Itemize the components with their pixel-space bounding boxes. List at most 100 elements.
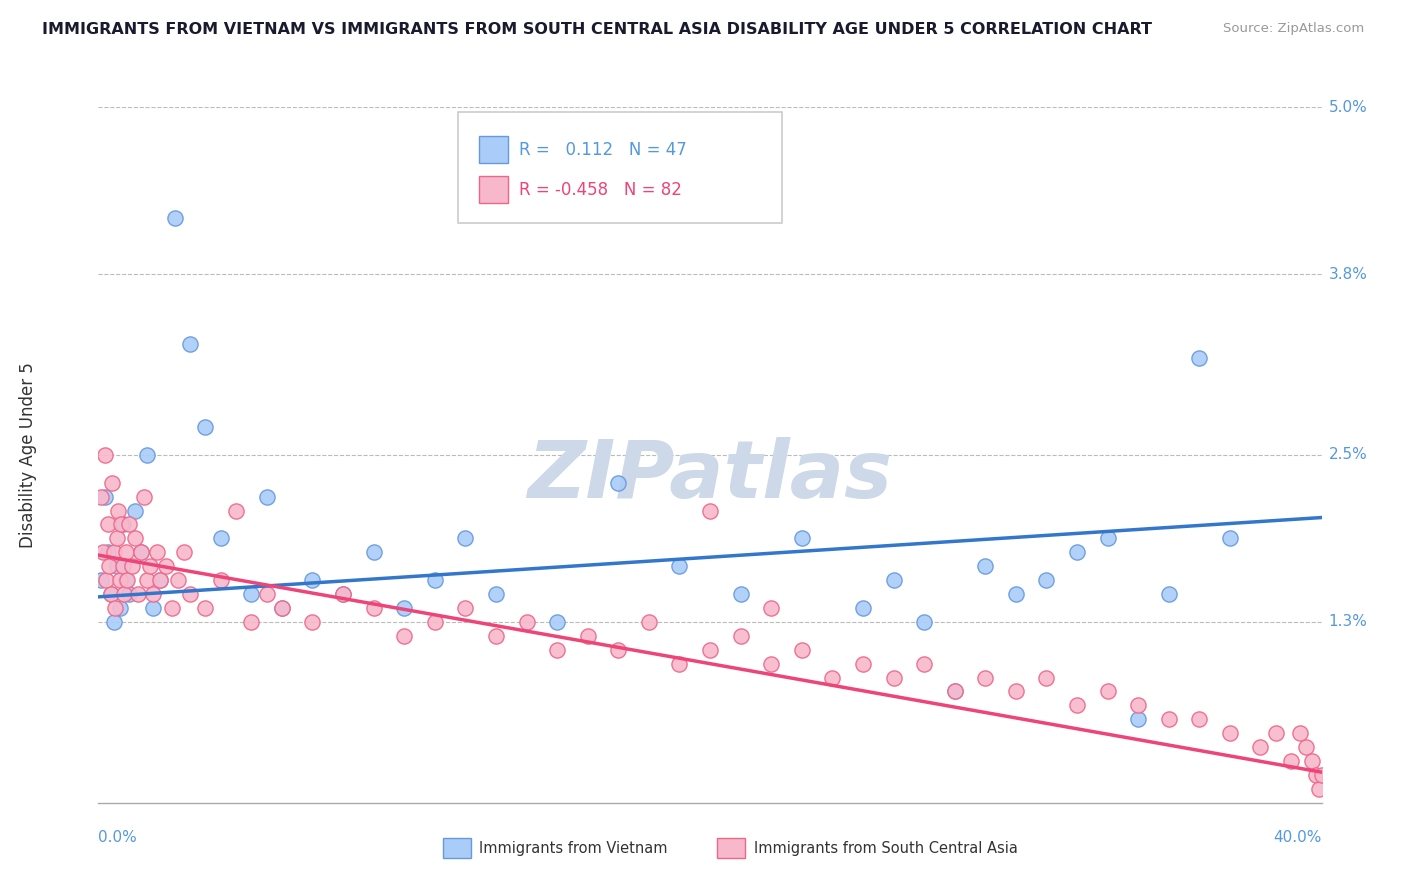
Point [97, 545, 120, 559]
Point [209, 573, 232, 587]
Point [576, 629, 599, 643]
Point [1250, 740, 1272, 755]
Point [136, 448, 159, 462]
Text: Source: ZipAtlas.com: Source: ZipAtlas.com [1223, 22, 1364, 36]
Text: 1.3%: 1.3% [1329, 615, 1368, 630]
Point [607, 475, 630, 490]
Point [423, 615, 446, 629]
Point [1301, 754, 1323, 768]
Text: Immigrants from South Central Asia: Immigrants from South Central Asia [754, 840, 1018, 855]
Point [1219, 726, 1241, 740]
Point [100, 587, 122, 601]
Point [974, 671, 997, 685]
Point [90, 573, 112, 587]
Point [98, 559, 121, 574]
Point [790, 532, 813, 546]
Point [668, 559, 690, 574]
Point [1035, 573, 1057, 587]
Point [1128, 698, 1150, 713]
Point [209, 532, 232, 546]
Text: 2.5%: 2.5% [1329, 448, 1368, 462]
Point [301, 573, 323, 587]
Point [90, 490, 112, 504]
Text: 0.0%: 0.0% [98, 830, 138, 845]
Point [1188, 712, 1211, 726]
Point [1004, 684, 1026, 698]
Point [699, 503, 721, 517]
Point [104, 601, 127, 615]
Point [134, 490, 156, 504]
Point [256, 587, 278, 601]
Point [821, 671, 844, 685]
Point [93, 490, 115, 504]
Point [301, 615, 323, 629]
Point [115, 545, 138, 559]
Point [194, 420, 217, 434]
Point [790, 642, 813, 657]
Text: R =   0.112   N = 47: R = 0.112 N = 47 [519, 141, 686, 159]
Point [149, 573, 172, 587]
Point [112, 587, 135, 601]
Point [546, 615, 568, 629]
Point [1308, 781, 1330, 796]
Point [160, 601, 183, 615]
Point [363, 601, 385, 615]
Point [179, 336, 201, 351]
Point [94, 573, 117, 587]
Text: Immigrants from Vietnam: Immigrants from Vietnam [479, 840, 668, 855]
Point [883, 573, 905, 587]
Point [124, 532, 146, 546]
Point [1264, 726, 1286, 740]
Point [1066, 698, 1088, 713]
Point [1310, 768, 1333, 782]
Point [129, 545, 152, 559]
Point [142, 587, 165, 601]
Point [240, 587, 263, 601]
Point [136, 573, 159, 587]
Point [1128, 712, 1150, 726]
Point [240, 615, 263, 629]
Point [943, 684, 966, 698]
Point [167, 573, 190, 587]
Point [454, 532, 477, 546]
Point [363, 545, 385, 559]
Point [100, 587, 122, 601]
Point [129, 545, 152, 559]
Point [108, 601, 131, 615]
Point [142, 601, 165, 615]
Point [93, 448, 115, 462]
Point [1157, 712, 1180, 726]
Point [1066, 545, 1088, 559]
Point [124, 503, 146, 517]
Point [699, 642, 721, 657]
Point [118, 587, 141, 601]
Point [883, 671, 905, 685]
Point [730, 587, 752, 601]
Point [256, 490, 278, 504]
Point [194, 601, 217, 615]
Point [225, 503, 247, 517]
Point [485, 629, 508, 643]
Point [454, 601, 477, 615]
Text: 3.8%: 3.8% [1329, 267, 1368, 282]
Point [392, 629, 416, 643]
Point [101, 475, 124, 490]
Point [761, 601, 783, 615]
Point [730, 629, 752, 643]
Point [637, 615, 661, 629]
Text: ZIPatlas: ZIPatlas [527, 437, 893, 515]
Point [163, 211, 186, 226]
Point [91, 545, 114, 559]
Point [108, 573, 131, 587]
Point [1097, 532, 1119, 546]
Text: 40.0%: 40.0% [1274, 830, 1322, 845]
Point [105, 532, 128, 546]
Point [179, 587, 201, 601]
Point [392, 601, 416, 615]
Point [155, 559, 177, 574]
Point [1004, 587, 1026, 601]
Point [852, 601, 875, 615]
Point [97, 517, 120, 532]
Point [107, 503, 129, 517]
Point [110, 517, 132, 532]
